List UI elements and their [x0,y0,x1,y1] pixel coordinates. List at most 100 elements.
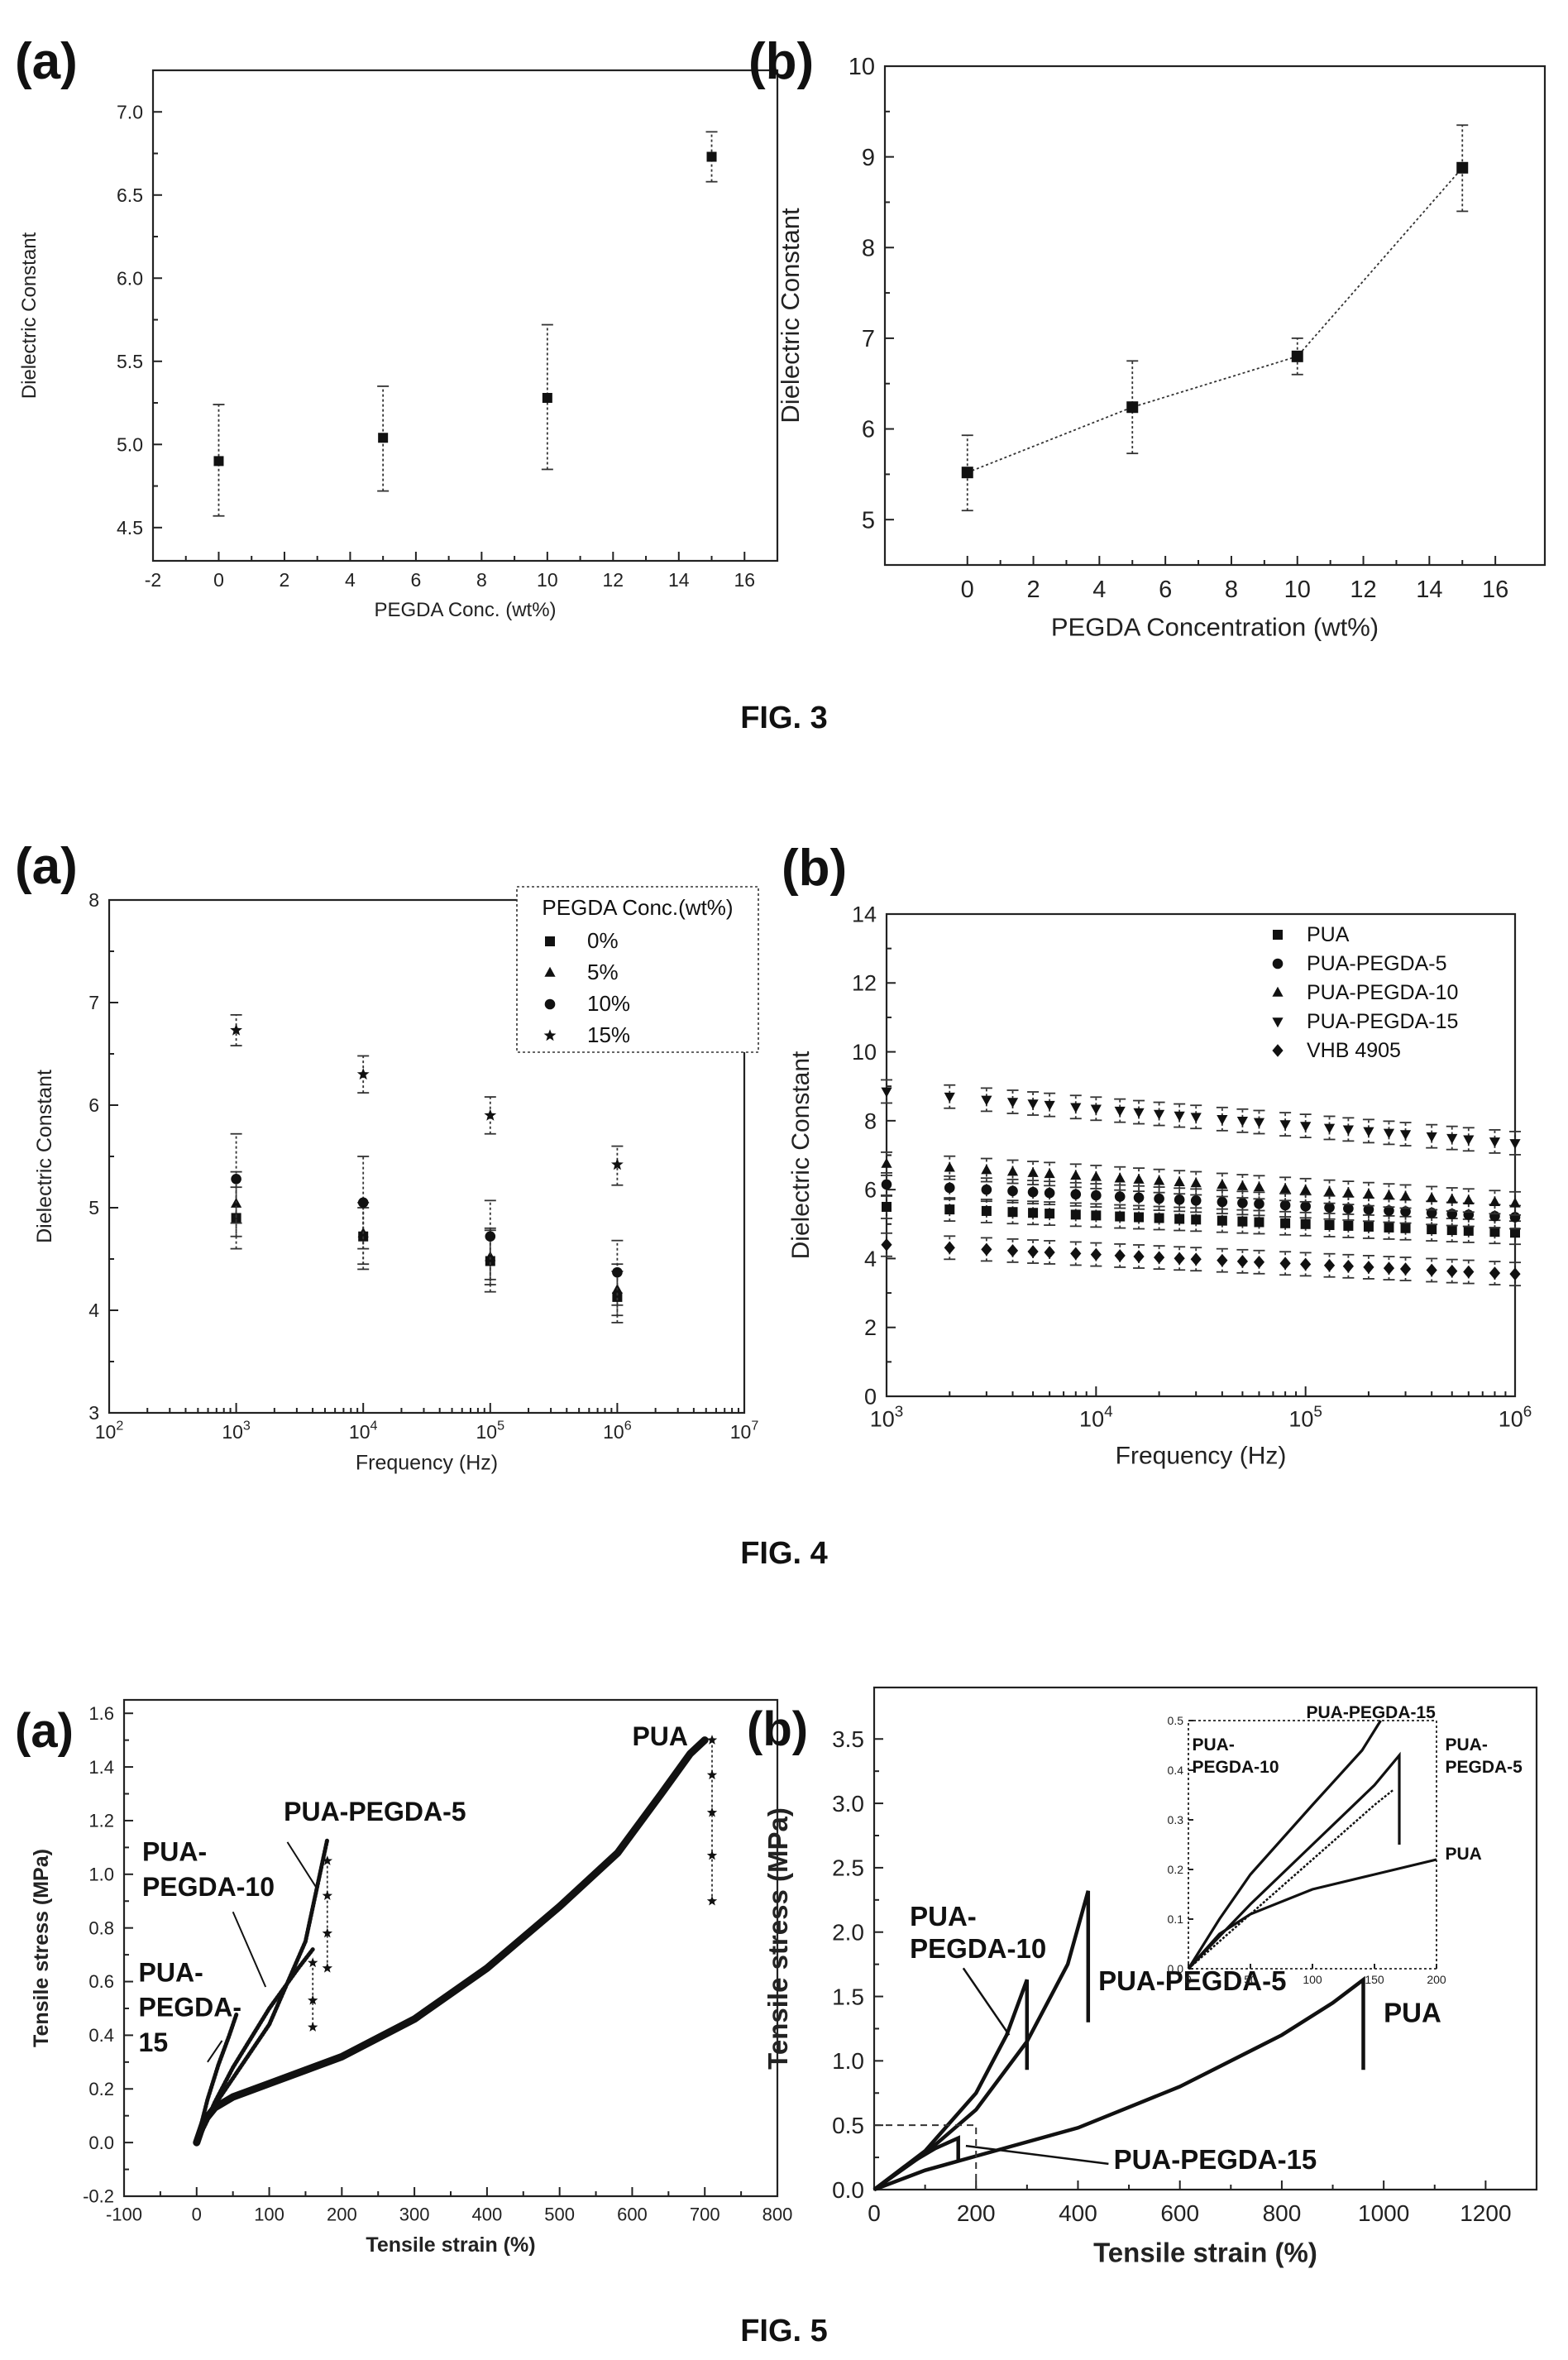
data-point [1133,1250,1145,1263]
x-tick-label: 16 [734,569,755,591]
data-point [1174,1176,1185,1187]
data-point [1300,1122,1312,1132]
series-curve [194,2012,239,2145]
inset-series-curve [1187,1751,1401,1970]
legend-entry: PUA-PEGDA-10 [1307,981,1458,1004]
inset-series-curve [1187,1858,1437,1970]
data-point [1279,1199,1291,1211]
x-tick-label: 0 [961,577,974,603]
data-point [1114,1106,1126,1117]
x-axis-label: PEGDA Conc. (wt%) [374,599,556,621]
data-point [1399,1262,1412,1276]
data-point [981,1242,992,1257]
figure-label: FIG. 4 [740,1536,828,1571]
data-point [1446,1264,1458,1278]
data-point [1489,1196,1501,1207]
x-tick-label: 4 [1092,577,1106,603]
curve-annotation: PUA- [142,1837,207,1867]
y-tick-label: -0.2 [83,2186,114,2207]
y-tick-label: 0.4 [88,2025,114,2046]
data-point [1070,1170,1082,1180]
x-tick-label: 0 [192,2204,202,2225]
data-point [881,1237,892,1252]
x-tick-label: 2 [1026,577,1040,603]
curve-annotation: PUA-PEGDA-5 [284,1797,466,1826]
legend-marker [543,1029,557,1041]
data-point [882,1201,892,1212]
inset-annotation: PUA- [1193,1735,1235,1754]
x-tick-label: 800 [1263,2200,1302,2226]
x-tick-label: 12 [603,569,624,591]
x-tick-label: 102 [95,1419,124,1443]
x-tick-label: 6 [1159,577,1172,603]
break-point [322,1855,332,1865]
legend-entry: PUA-PEGDA-15 [1307,1010,1458,1033]
data-point [944,1182,955,1194]
x-tick-label: 100 [254,2204,284,2225]
data-point [1190,1252,1202,1266]
curve-annotation: PEGDA- [139,1993,241,2023]
legend-title: PEGDA Conc.(wt%) [542,895,733,920]
x-axis-label: Frequency (Hz) [356,1452,498,1475]
y-tick-label: 6 [88,1094,99,1116]
y-tick-label: 0.5 [832,2113,864,2138]
data-point [1254,1199,1264,1209]
data-point [1236,1117,1249,1127]
legend-entry: 10% [587,991,630,1016]
plot-frame [883,65,1546,567]
y-tick-label: 0.2 [88,2079,114,2099]
data-point [1007,1207,1018,1218]
data-point [1280,1218,1291,1228]
legend-marker [544,966,556,977]
curve-annotation: PUA-PEGDA-15 [1114,2144,1317,2175]
series-curve [194,1947,315,2145]
data-point [1489,1227,1500,1237]
data-point [1154,1193,1164,1204]
data-point [1291,350,1303,362]
y-tick-label: 3 [88,1402,99,1424]
x-tick-label: 0 [213,569,224,591]
data-point [1174,1194,1185,1205]
y-tick-label: 4 [88,1300,99,1321]
x-tick-label: 400 [1059,2200,1097,2226]
break-point [308,1957,318,1968]
leader-line [232,1911,267,1988]
data-point [1400,1223,1411,1233]
break-point [322,1890,332,1900]
chart-fig4a: 102 103 104 105 106 107 3 4 5 6 7 8 Frequency (Hz) Di… [15,838,759,1475]
panel-label: (b) [748,33,814,90]
x-tick-label: 105 [1288,1403,1322,1431]
data-point [1028,1208,1039,1218]
data-point [1489,1137,1501,1148]
data-point [1044,1100,1055,1111]
leader-line [962,1967,1011,2036]
leader-line [286,1841,318,1888]
y-tick-label: 1.0 [88,1865,114,1885]
x-axis-label: Tensile strain (%) [1093,2237,1317,2267]
y-axis-label: Dielectric Constant [776,208,805,424]
data-point [1254,1217,1264,1228]
legend-box [516,886,759,1053]
y-tick-label: 6 [864,1178,877,1203]
data-point [1253,1255,1265,1269]
series-0 [230,1186,624,1324]
data-point [1114,1172,1126,1183]
x-tick-label: 12 [1350,577,1376,603]
x-tick-label: 16 [1482,577,1508,603]
y-tick-label: 6.5 [117,184,143,206]
data-point [1323,1258,1336,1272]
data-point [1190,1177,1202,1188]
data-point [1091,1210,1102,1221]
data-point [1383,1189,1395,1199]
inset-annotation: PEGDA-5 [1446,1758,1523,1777]
break-point [322,1927,332,1938]
data-point [981,1184,992,1195]
data-point [1044,1168,1055,1179]
data-point [1153,1175,1165,1185]
x-tick-label: 104 [349,1419,378,1443]
data-point [981,1095,992,1106]
data-point [1045,1209,1055,1219]
data-point [1006,1166,1019,1176]
inset-annotation: PUA [1446,1845,1482,1864]
y-tick-label: 6.0 [117,267,143,289]
